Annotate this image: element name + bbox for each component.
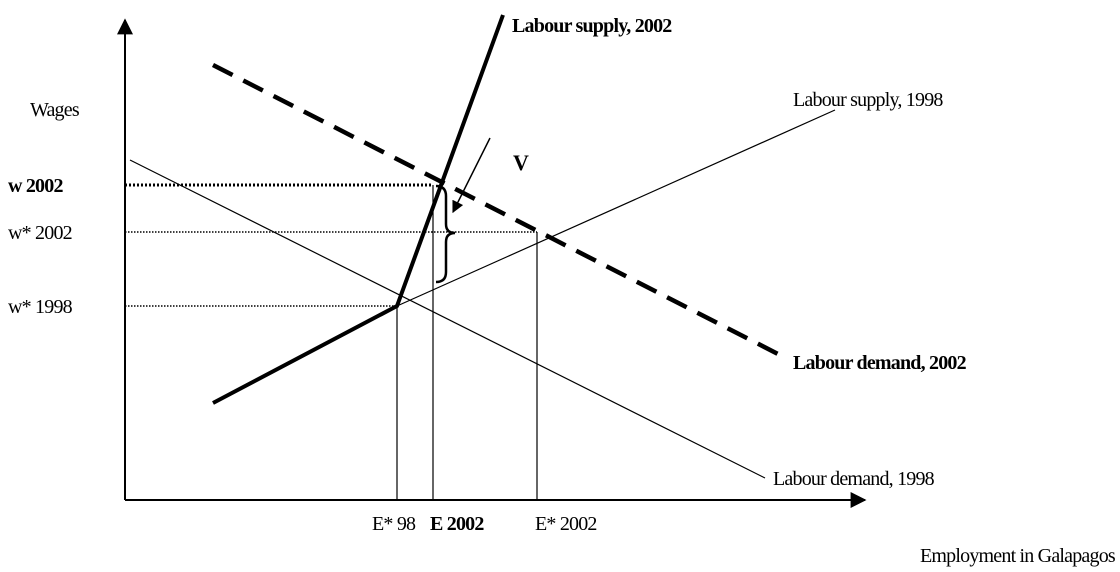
wage-label: w* 1998	[8, 296, 73, 318]
y-label: Wages	[30, 99, 80, 121]
employment-label: E 2002	[430, 513, 484, 535]
wage-label: w* 2002	[8, 222, 72, 244]
curve-label: Labour demand, 1998	[773, 468, 935, 490]
wage-label: w 2002	[8, 175, 63, 197]
arrow	[452, 137, 491, 214]
brace	[435, 184, 456, 284]
demand-1998	[129, 159, 766, 479]
supply-2002	[212, 14, 505, 405]
annotation: V	[513, 150, 529, 175]
curve-label: Labour demand, 2002	[793, 352, 967, 374]
employment-label: E* 98	[372, 513, 416, 535]
curve-label: Labour supply, 2002	[512, 15, 672, 37]
demand-2002	[211, 62, 782, 358]
employment-label: E* 2002	[535, 513, 597, 535]
supply-1998	[396, 109, 836, 307]
curve-label: Labour supply, 1998	[793, 89, 943, 111]
x-label: Employment in Galapagos	[920, 545, 1116, 567]
